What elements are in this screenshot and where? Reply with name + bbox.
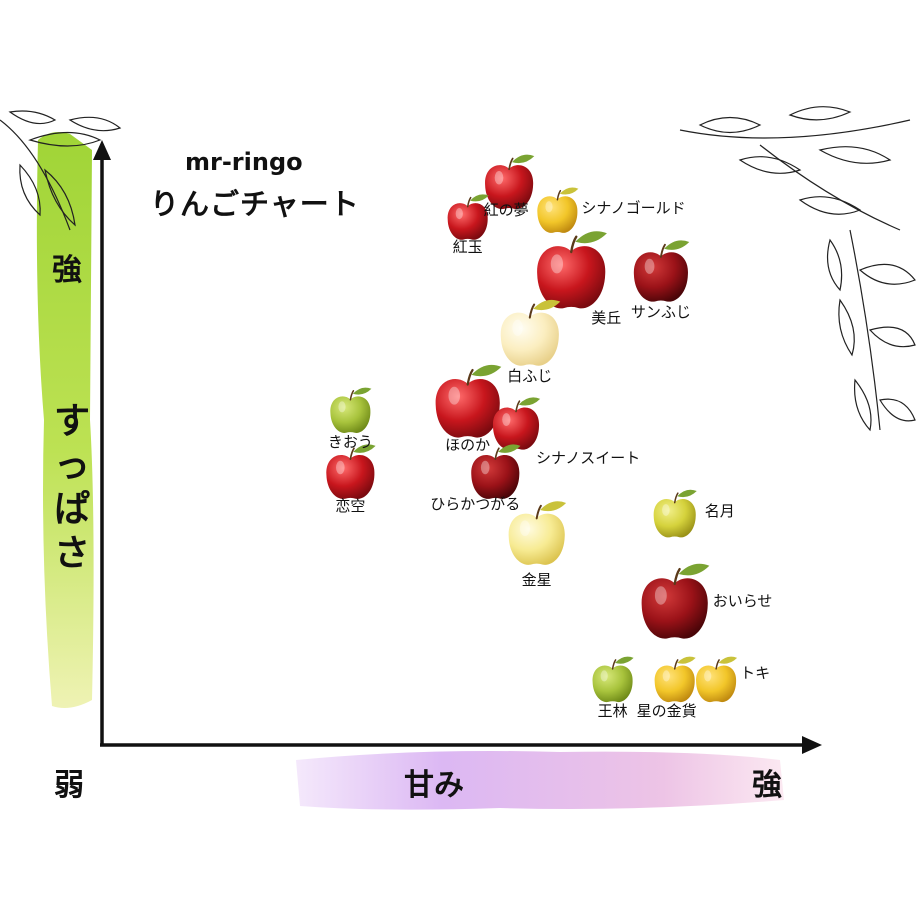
apple-red-icon	[485, 154, 535, 210]
apple-red-icon	[471, 444, 521, 499]
origin-low-label: 弱	[54, 768, 84, 803]
apple-red-icon	[641, 563, 710, 639]
apple-yellow-icon	[653, 489, 697, 538]
y-axis-brush	[36, 132, 94, 708]
apple-cream-icon	[500, 299, 561, 366]
chart-title: りんごチャート	[150, 187, 360, 221]
leaf-decoration-left	[0, 110, 122, 231]
leaf-decoration-right	[679, 106, 916, 432]
x-axis-brush	[296, 751, 784, 810]
apple-label: おいらせ	[712, 592, 773, 610]
apple-red-icon	[633, 240, 690, 302]
y-axis-label: すっぱさ	[53, 401, 90, 574]
apple-label: シナノゴールド	[581, 198, 686, 217]
apple-label: シナノスイート	[536, 448, 641, 467]
apple-red-icon	[326, 444, 376, 499]
apple-red-icon	[435, 364, 502, 438]
apple-red-icon	[537, 231, 607, 309]
chart-title-brand: mr-ringo	[185, 148, 303, 176]
apple-yellow-icon	[696, 656, 738, 703]
x-axis-label: 甘み	[404, 768, 464, 803]
apple-green-icon	[592, 656, 634, 703]
apple-label: ひらかつがる	[430, 494, 521, 513]
apple-label: 恋空	[335, 496, 366, 515]
apple-label: ほのか	[445, 435, 491, 454]
apple-label: 王林	[597, 701, 628, 720]
apple-label: サンふじ	[630, 302, 691, 321]
apple-label: 紅の夢	[483, 201, 529, 220]
apple-label: トキ	[740, 663, 771, 682]
apple-red-icon	[492, 397, 541, 450]
apple-label: きおう	[327, 432, 373, 451]
apple-label: 紅玉	[452, 237, 483, 256]
apple-yellow-icon	[537, 187, 579, 233]
x-axis-high-label: 強	[752, 768, 782, 803]
apple-cream-icon	[508, 501, 567, 565]
apple-red-icon	[447, 194, 489, 240]
apple-label: 名月	[704, 502, 735, 521]
apple-yellow-icon	[654, 656, 696, 703]
apple-label: 美丘	[591, 308, 622, 327]
apple-label: 星の金貨	[636, 701, 697, 720]
apple-label: 白ふじ	[507, 366, 553, 385]
apple-green-icon	[330, 387, 372, 433]
y-axis-arrowhead	[93, 140, 111, 160]
x-axis-arrowhead	[802, 736, 822, 754]
y-axis-high-label: 強	[52, 253, 82, 288]
apple-label: 金星	[521, 571, 552, 589]
